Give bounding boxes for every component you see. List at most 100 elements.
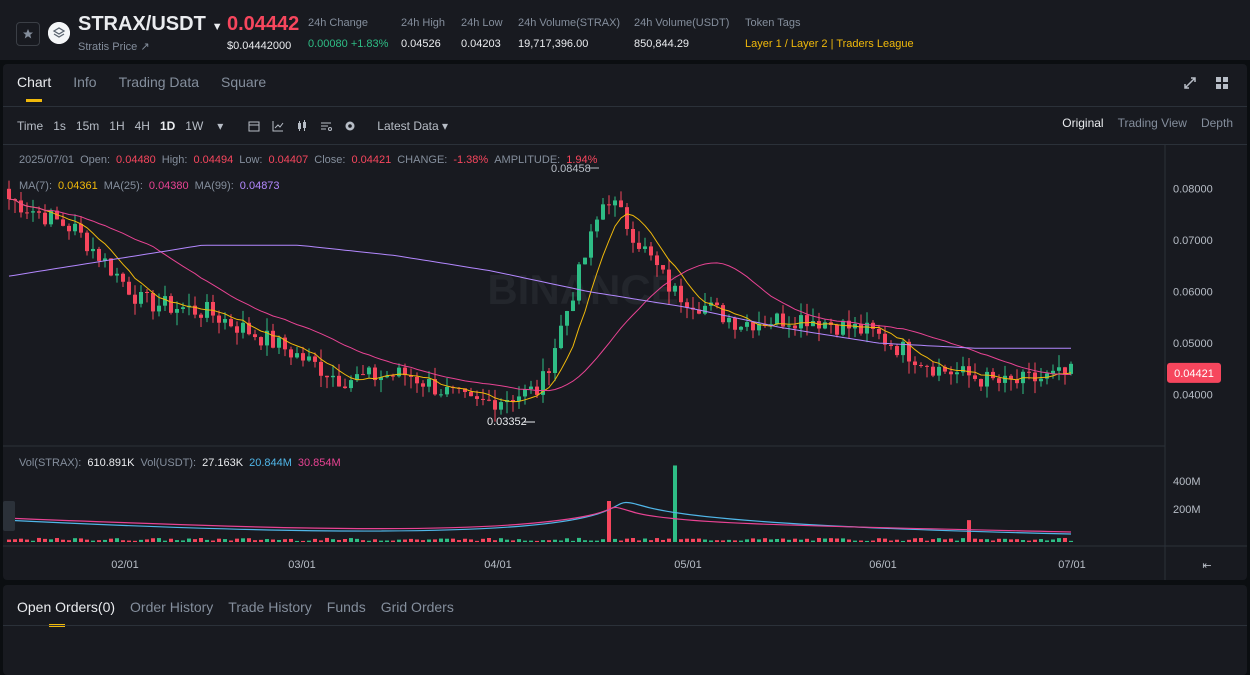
stat-24h-low: 24h Low 0.04203 [461, 17, 503, 50]
tab-open-orders[interactable]: Open Orders(0) [17, 599, 116, 627]
volume-bar [121, 540, 125, 542]
candle-body [661, 265, 665, 270]
volume-bar [661, 539, 665, 542]
candle-type-icon[interactable] [295, 119, 309, 133]
tab-order-history[interactable]: Order History [130, 599, 214, 615]
candle-body [145, 292, 149, 294]
candle-body [121, 273, 125, 282]
settings-gear-icon[interactable] [343, 119, 357, 133]
date-axis-tick: 03/01 [288, 559, 316, 571]
interval-1w[interactable]: 1W [185, 119, 204, 133]
volume-bar [529, 540, 533, 542]
pair-name: STRAX/USDT [78, 13, 206, 35]
coin-price-link[interactable]: Stratis Price ↗ [78, 41, 150, 53]
volume-bar [1033, 539, 1037, 542]
favorite-star-button[interactable] [16, 22, 40, 46]
candle-body [259, 337, 263, 346]
date-axis-tick: 07/01 [1058, 559, 1086, 571]
tab-info[interactable]: Info [73, 74, 97, 90]
candle-body [385, 375, 389, 378]
candle-body [847, 320, 851, 329]
candle-body [1033, 372, 1037, 382]
candle-body [265, 330, 269, 346]
volume-bar [937, 538, 941, 542]
candle-body [739, 326, 743, 330]
volume-bar [841, 538, 845, 542]
volume-bar [37, 537, 41, 542]
candle-body [511, 399, 515, 402]
candle-body [751, 322, 755, 331]
volume-bar [1063, 537, 1067, 542]
volume-bar [403, 539, 407, 542]
calendar-icon[interactable] [247, 119, 261, 133]
latest-data-dropdown[interactable]: Latest Data ▾ [377, 119, 449, 133]
layout-grid-icon[interactable] [1215, 76, 1229, 90]
interval-more-chevron-icon[interactable]: ▾ [217, 119, 224, 133]
tab-trade-history[interactable]: Trade History [228, 599, 312, 615]
volume-bar [745, 539, 749, 542]
volume-bar [709, 540, 713, 542]
candle-body [997, 378, 1001, 383]
interval-1s[interactable]: 1s [53, 119, 66, 133]
volume-bar [907, 539, 911, 542]
candlestick-chart[interactable]: BINANCE 0.08000 0.07000 0.06000 0.05000 0.040… [3, 64, 1247, 580]
candle-body [961, 366, 965, 373]
candle-body [1063, 367, 1067, 374]
interval-time[interactable]: Time [17, 119, 44, 133]
candle-body [481, 398, 485, 400]
volume-bar [505, 539, 509, 542]
date-axis-tick: 04/01 [484, 559, 512, 571]
volume-bar [955, 540, 959, 542]
pair-selector[interactable]: STRAX/USDT ▼ [78, 13, 223, 36]
volume-bar [1021, 540, 1025, 542]
candle-body [679, 285, 683, 303]
candle-body [343, 386, 347, 389]
candle-body [199, 314, 203, 318]
candle-body [625, 207, 629, 229]
candle-body [157, 305, 161, 312]
volume-bar [829, 538, 833, 542]
candle-body [703, 305, 707, 314]
view-trading-view[interactable]: Trading View [1117, 116, 1187, 130]
tab-grid-orders[interactable]: Grid Orders [380, 599, 454, 615]
price-axis-tick: 0.04000 [1173, 390, 1213, 402]
volume-bar [517, 539, 521, 542]
volume-bar [817, 537, 821, 542]
volume-bar [853, 540, 857, 542]
candle-body [1015, 379, 1019, 384]
interval-1d[interactable]: 1D [159, 119, 176, 133]
drawing-tools-icon[interactable] [319, 119, 333, 133]
interval-15m[interactable]: 15m [75, 119, 100, 133]
volume-bar [847, 539, 851, 542]
interval-4h[interactable]: 4H [134, 119, 150, 133]
stat-token-tags[interactable]: Token Tags Layer 1 / Layer 2 | Traders Le… [745, 17, 914, 50]
tab-funds[interactable]: Funds [326, 599, 366, 615]
volume-bar [973, 538, 977, 542]
interval-1h[interactable]: 1H [109, 119, 125, 133]
volume-bar [247, 538, 251, 542]
view-original[interactable]: Original [1062, 116, 1104, 130]
candle-body [967, 366, 971, 376]
candle-body [469, 392, 473, 397]
tab-trading-data[interactable]: Trading Data [118, 74, 200, 90]
indicator-icon[interactable] [271, 119, 285, 133]
volume-bar [685, 538, 689, 542]
volume-bar [1069, 540, 1073, 542]
ma25-line [8, 198, 1072, 392]
candle-body [799, 315, 803, 329]
candle-body [43, 212, 47, 225]
view-depth[interactable]: Depth [1200, 116, 1233, 130]
volume-bar [325, 537, 329, 542]
candle-body [589, 231, 593, 258]
volume-bar [19, 538, 23, 542]
tab-square[interactable]: Square [221, 74, 267, 90]
volume-bar [481, 538, 485, 542]
volume-bar [151, 538, 155, 542]
expand-icon[interactable] [1183, 76, 1197, 90]
candle-body [649, 246, 653, 256]
candle-body [355, 374, 359, 381]
volume-bar [667, 538, 671, 542]
tab-chart[interactable]: Chart [17, 72, 51, 106]
candle-body [523, 389, 527, 397]
volume-bar [307, 540, 311, 542]
